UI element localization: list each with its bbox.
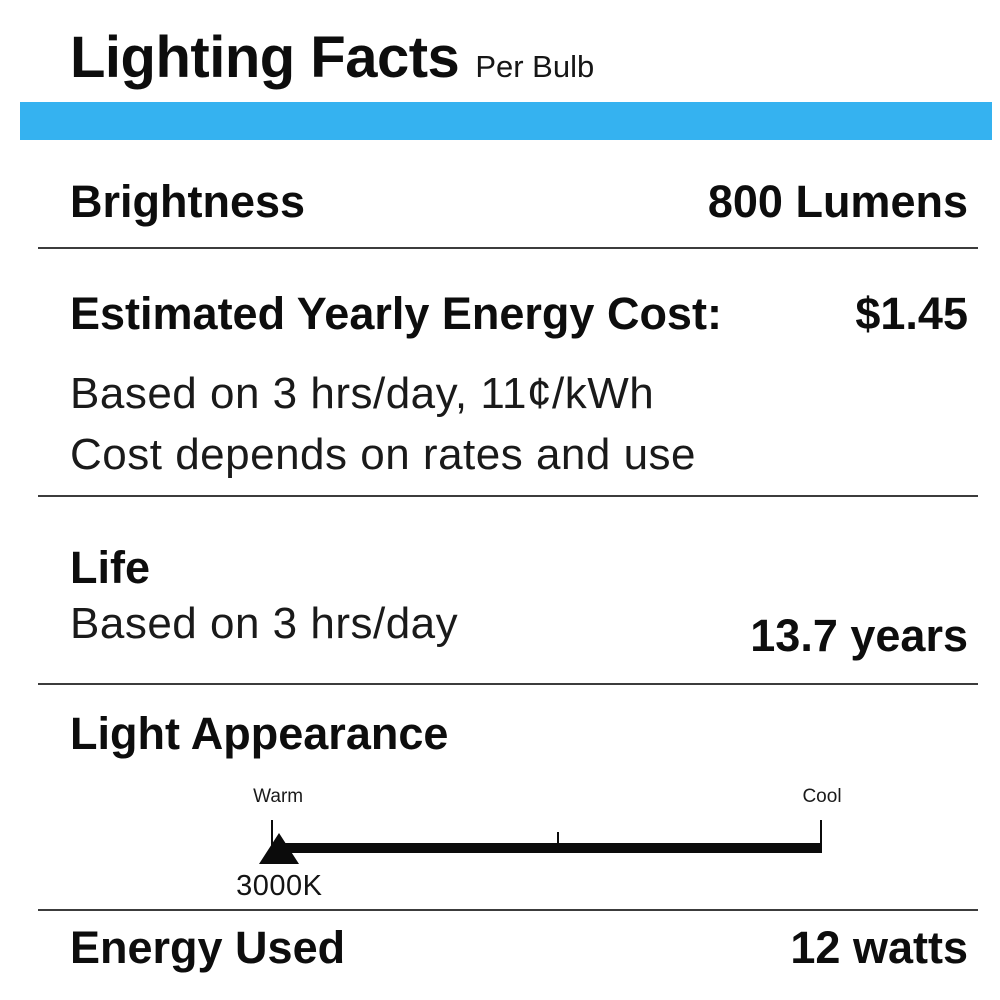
separator [38,683,978,685]
scale-cool-label: Cool [802,786,842,807]
light-appearance-title: Light Appearance [70,708,449,759]
separator [38,247,978,249]
scale-bar [271,843,822,853]
marker-value: 3000K [236,870,323,902]
energy-used-row: Energy Used 12 watts [70,922,968,974]
energy-cost-row: Estimated Yearly Energy Cost: $1.45 [70,288,968,340]
energy-used-label: Energy Used [70,922,346,973]
brightness-value: 800 Lumens [707,176,968,227]
page-title: Lighting Facts [70,25,460,90]
accent-bar [20,102,992,140]
energy-cost-note-line1: Based on 3 hrs/day, 11¢/kWh [70,369,655,418]
energy-cost-value: $1.45 [855,288,968,339]
life-note: Based on 3 hrs/day [70,599,459,648]
scale-tick-middle [556,832,559,845]
energy-cost-notes: Based on 3 hrs/day, 11¢/kWh Cost depends… [70,363,696,485]
separator [38,495,978,497]
scale-tick-left [271,820,273,845]
light-appearance-scale: Warm Cool 3000K [236,786,841,906]
brightness-label: Brightness [70,176,306,227]
header: Lighting Facts Per Bulb [70,24,594,91]
brightness-row: Brightness 800 Lumens [70,176,968,228]
scale-tick-right [820,820,822,845]
energy-cost-note-line2: Cost depends on rates and use [70,430,697,479]
scale-warm-label: Warm [253,786,304,807]
page-subtitle: Per Bulb [475,49,595,84]
separator [38,909,978,911]
energy-used-value: 12 watts [790,922,968,973]
life-label: Life [70,542,151,593]
life-value: 13.7 years [750,610,968,661]
marker-triangle-icon [259,833,300,864]
energy-cost-label: Estimated Yearly Energy Cost: [70,288,722,339]
